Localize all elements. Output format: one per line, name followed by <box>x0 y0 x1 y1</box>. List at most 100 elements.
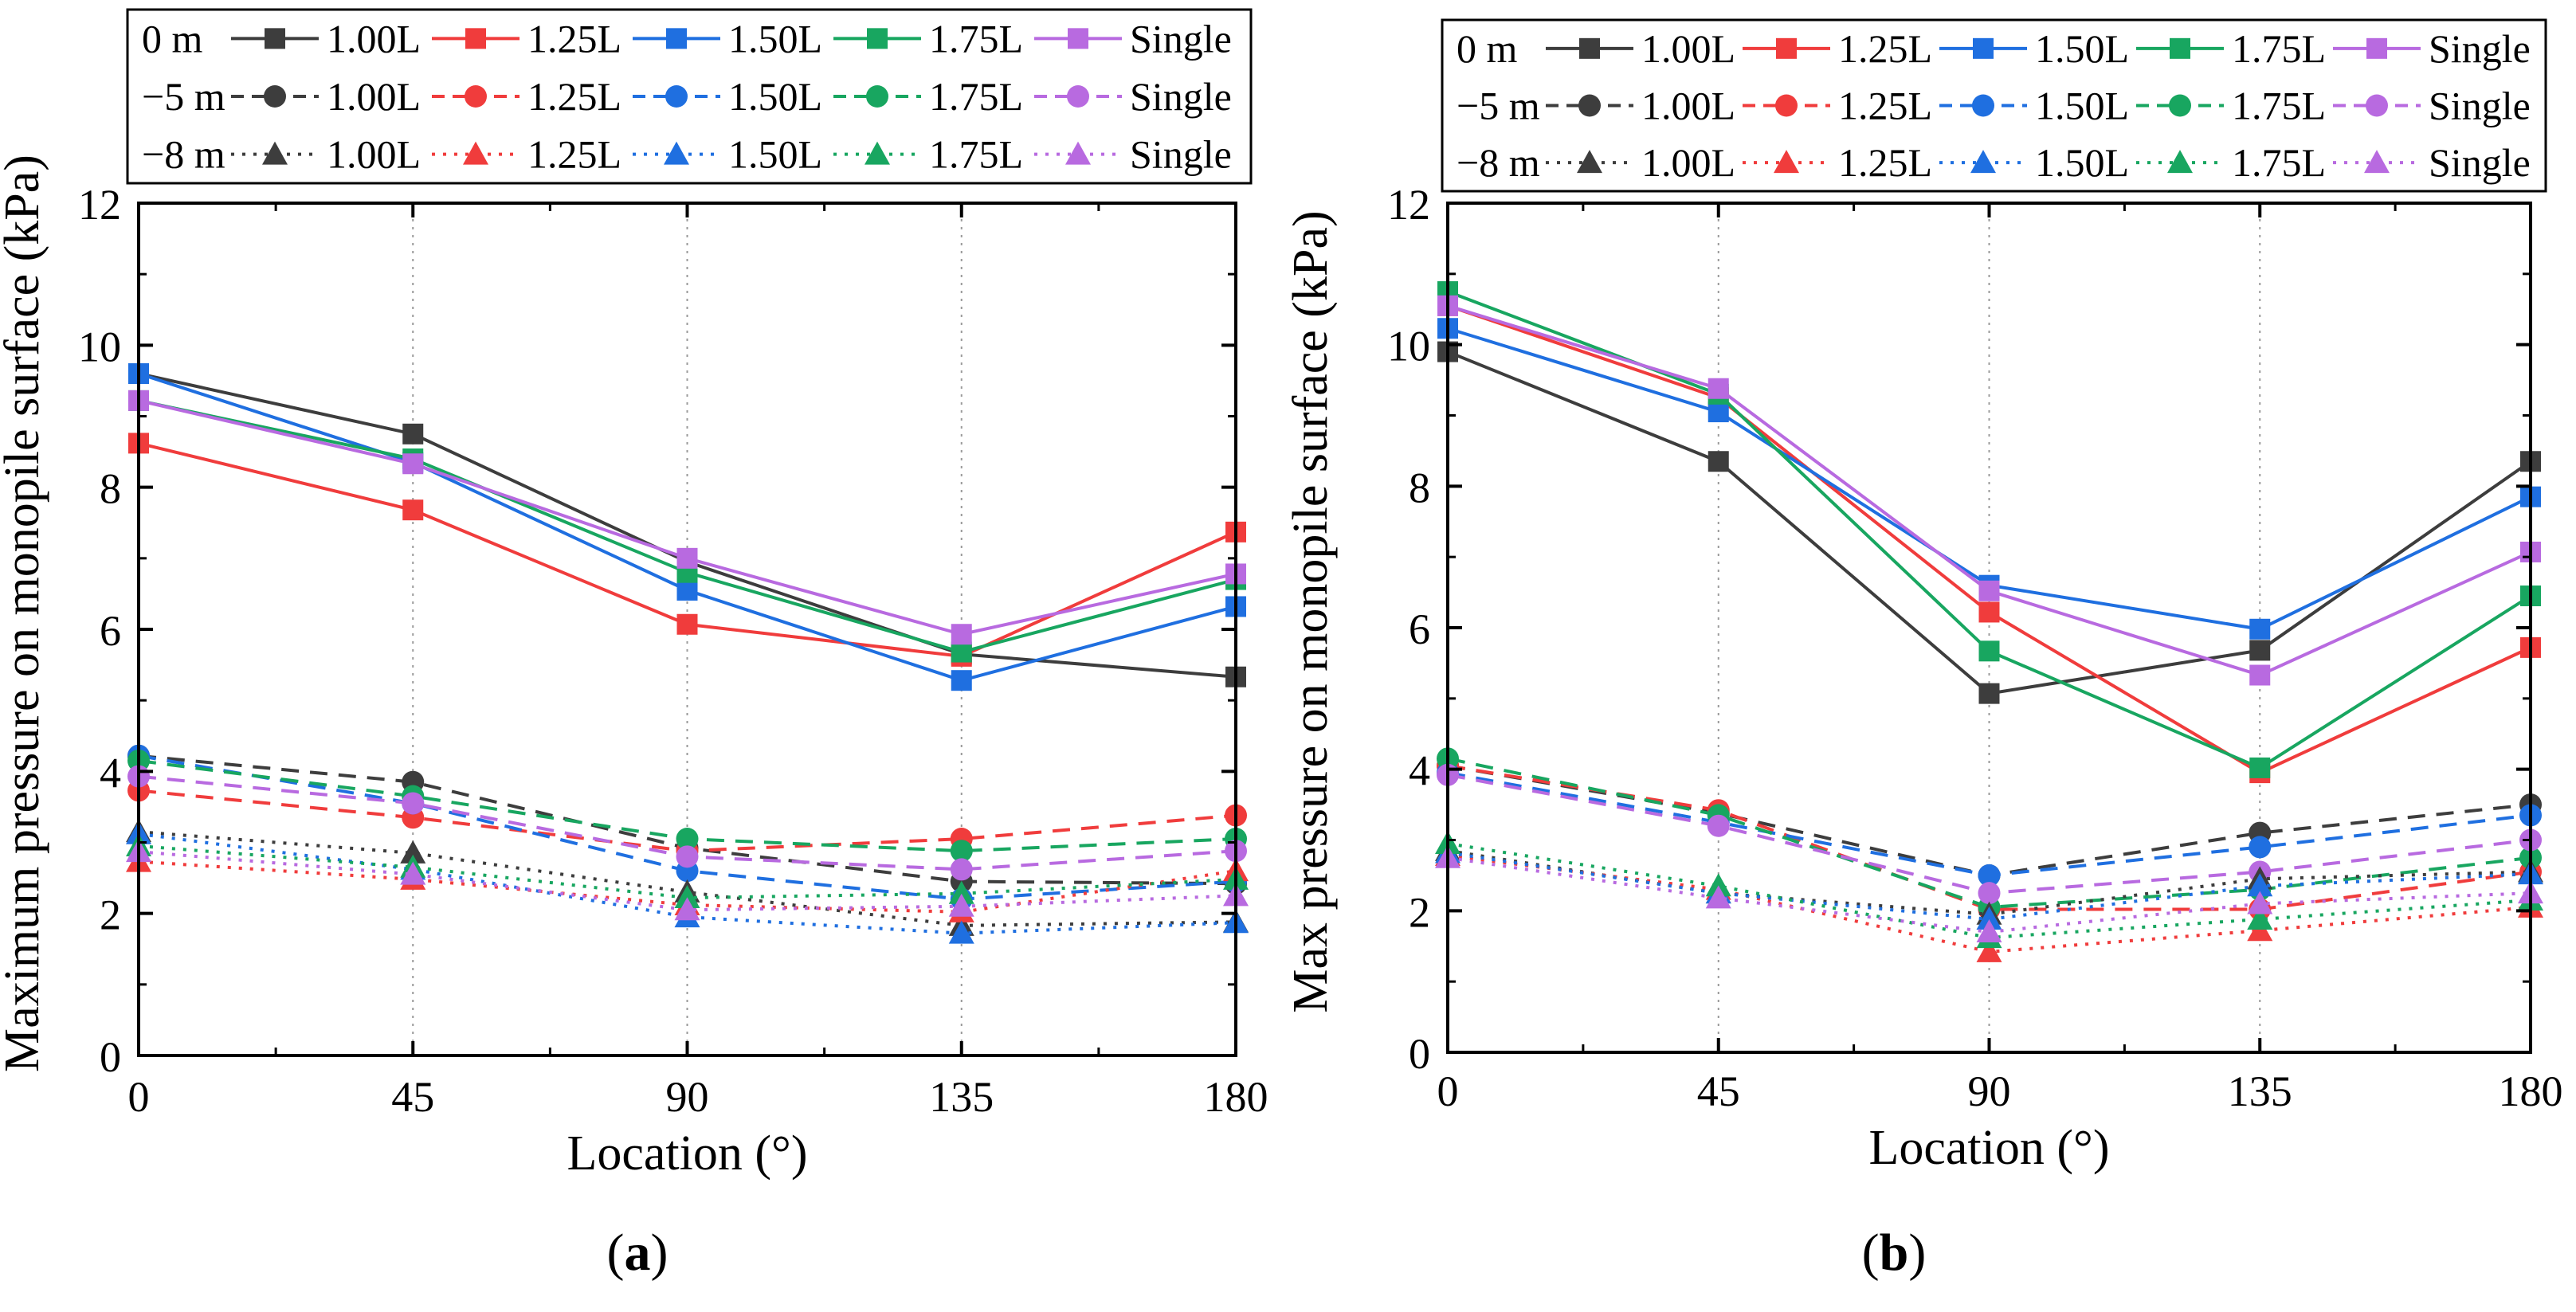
legend-marker <box>1972 94 1994 117</box>
chart-a: 0 2 4 6 8 10 12 0 45 90 135 180 Location (°) Maximum … <box>0 8 1268 1181</box>
data-point-single-5m <box>950 858 973 881</box>
legend-series-label: 1.50L <box>2035 140 2129 185</box>
legend-series-label: 1.50L <box>728 74 822 119</box>
legend-series-label: Single <box>1130 132 1232 177</box>
y-axis-title: Max pressure on monopile surface (kPa) <box>1288 210 1338 1012</box>
legend-series-label: 1.00L <box>1641 26 1735 71</box>
legend-marker <box>2364 150 2390 174</box>
x-tick-label: 180 <box>2499 1067 2563 1115</box>
data-point-175l-8m <box>2247 906 2273 930</box>
legend-marker <box>666 28 687 49</box>
data-point-175l-8m <box>948 880 974 904</box>
legend-marker <box>865 141 890 165</box>
legend-series-label: Single <box>2429 84 2531 128</box>
data-point-100l-8m <box>400 840 426 864</box>
chart-panel-a: 0 2 4 6 8 10 12 0 45 90 135 180 Location (°) Maximum … <box>0 8 1268 1282</box>
data-point-175l-5m <box>950 840 973 863</box>
data-point-single-0m <box>402 453 424 475</box>
x-tick-label: 45 <box>1697 1067 1740 1115</box>
y-tick-label: 2 <box>100 891 121 939</box>
data-point-single-5m <box>1707 814 1730 837</box>
x-axis: 0 45 90 135 180 <box>1437 203 2563 1115</box>
legend-marker <box>262 141 288 165</box>
y-tick-label: 10 <box>1387 323 1430 370</box>
y-tick-label: 4 <box>100 749 121 797</box>
data-point-100l-0m <box>2249 640 2271 661</box>
y-tick-label: 8 <box>100 465 121 513</box>
legend-marker <box>665 85 688 108</box>
chart-b: 0 2 4 6 8 10 12 0 45 90 135 180 Location (°) Max pres… <box>1284 18 2563 1175</box>
y-tick-label: 12 <box>78 181 121 229</box>
data-point-125l-0m <box>402 499 424 521</box>
x-axis-title: Location (°) <box>567 1126 808 1181</box>
data-point-single-8m <box>1976 918 2002 942</box>
y-tick-label: 4 <box>1409 747 1430 795</box>
legend-depth-label: −5 m <box>142 74 225 119</box>
legend-series-label: 1.25L <box>1838 26 1932 71</box>
legend-series-label: 1.25L <box>1838 84 1932 128</box>
data-point-175l-5m <box>676 828 699 851</box>
legend-depth-label: −5 m <box>1457 84 1540 128</box>
legend: 0 m 1.00L 1.25L 1.50L 1.75L Single −5 m 1.00L 1.… <box>126 8 1253 185</box>
legend-marker <box>2170 37 2190 59</box>
legend-marker <box>1579 37 1600 59</box>
data-point-175l-0m <box>1978 640 2000 662</box>
data-point-150l-5m <box>2249 836 2272 859</box>
legend-series-label: 1.25L <box>1838 140 1932 185</box>
series-group <box>1435 281 2543 962</box>
legend-marker <box>1067 85 1089 108</box>
data-point-single-8m <box>674 897 700 921</box>
data-point-100l-0m <box>1708 451 1729 472</box>
legend-series-label: 1.25L <box>527 16 621 61</box>
legend-marker <box>2366 94 2388 117</box>
legend-marker <box>1973 37 1994 59</box>
data-point-single-5m <box>676 845 699 868</box>
legend-marker <box>2366 37 2387 59</box>
data-point-single-0m <box>2249 664 2271 686</box>
data-point-single-8m <box>1705 885 1731 909</box>
data-point-single-0m <box>676 547 698 569</box>
data-point-125l-0m <box>676 613 698 635</box>
legend-marker <box>1776 37 1797 59</box>
legend: 0 m 1.00L 1.25L 1.50L 1.75L Single −5 m 1.00L 1.… <box>1441 18 2547 193</box>
legend-marker <box>1774 150 1799 174</box>
series-line-125l-8m <box>138 860 1237 914</box>
data-point-150l-0m <box>2249 618 2271 640</box>
data-point-125l-0m <box>1978 601 2000 623</box>
data-point-single-8m <box>948 893 974 917</box>
legend-series-label: 1.00L <box>327 132 421 177</box>
legend-marker <box>1578 94 1601 117</box>
legend-series-label: 1.75L <box>2232 140 2326 185</box>
y-axis: 0 2 4 6 8 10 12 <box>1387 181 2531 1078</box>
x-tick-label: 0 <box>1437 1067 1459 1115</box>
x-tick-label: 0 <box>128 1073 150 1121</box>
data-point-single-0m <box>951 624 972 645</box>
y-tick-label: 10 <box>78 323 121 370</box>
legend-marker <box>866 85 888 108</box>
data-point-150l-0m <box>1708 401 1729 423</box>
y-tick-label: 8 <box>1409 464 1430 511</box>
y-tick-label: 6 <box>1409 605 1430 653</box>
legend-series-label: Single <box>2429 26 2531 71</box>
x-axis-title: Location (°) <box>1869 1121 2110 1175</box>
legend-marker <box>1775 94 1798 117</box>
legend-series-label: 1.00L <box>327 74 421 119</box>
legend-depth-label: 0 m <box>1457 26 1518 71</box>
y-tick-label: 0 <box>100 1033 121 1081</box>
data-point-150l-8m <box>2247 873 2273 897</box>
data-point-150l-8m <box>1976 906 2002 930</box>
series-line-175l-8m <box>138 844 1237 900</box>
y-tick-label: 2 <box>1409 888 1430 936</box>
data-point-175l-0m <box>2249 757 2271 778</box>
legend-series-label: 1.50L <box>728 16 822 61</box>
legend-marker <box>1065 141 1091 165</box>
legend-series-label: Single <box>2429 140 2531 185</box>
y-axis: 0 2 4 6 8 10 12 <box>78 181 1236 1081</box>
legend-series-label: Single <box>1130 74 1232 119</box>
legend-marker <box>664 141 689 165</box>
data-point-single-5m <box>402 792 425 815</box>
legend-marker <box>1068 28 1088 49</box>
data-point-150l-0m <box>676 579 698 601</box>
legend-marker <box>265 28 285 49</box>
legend-marker <box>1970 150 1996 174</box>
